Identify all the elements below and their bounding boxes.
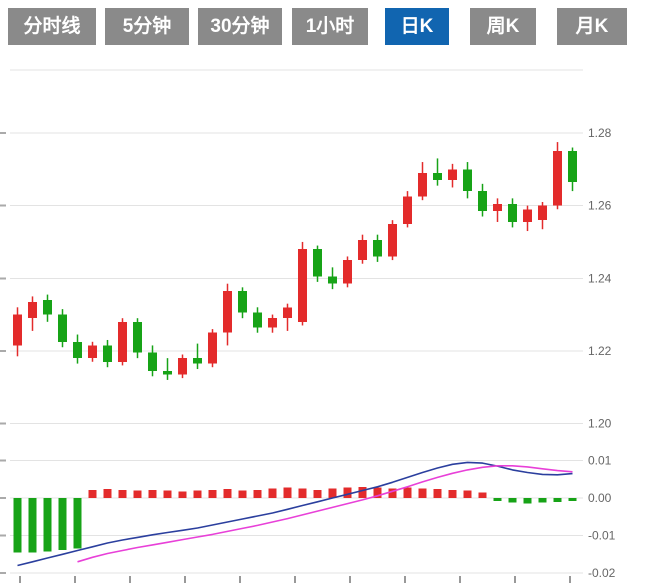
candle-body <box>313 249 322 277</box>
macd-histogram-bar <box>373 487 382 498</box>
candle-body <box>28 301 37 319</box>
macd-histogram-bar <box>178 491 187 498</box>
candle-body <box>43 300 52 315</box>
macd-histogram-bar <box>343 487 352 498</box>
candle-body <box>148 352 157 371</box>
macd-histogram-bar <box>493 498 502 501</box>
macd-histogram-bar <box>13 498 22 553</box>
tab-weekly-k[interactable]: 周K <box>470 8 536 45</box>
macd-histogram-bar <box>313 489 322 498</box>
candle-body <box>433 172 442 181</box>
candle-body <box>463 169 472 192</box>
macd-histogram-bar <box>73 498 82 549</box>
macd-histogram-bar <box>523 498 532 504</box>
candle-body <box>403 196 412 224</box>
macd-histogram-bar <box>148 489 157 498</box>
candle-body <box>178 358 187 375</box>
macd-histogram-bar <box>433 489 442 498</box>
macd-histogram-bar <box>208 489 217 498</box>
macd-histogram-bar <box>58 498 67 551</box>
tab-daily-k[interactable]: 日K <box>385 8 449 45</box>
macd-histogram-bar <box>103 489 112 498</box>
candle-body <box>13 314 22 346</box>
period-tabs: 分时线 5分钟 30分钟 1小时 日K 周K 月K <box>0 0 645 52</box>
macd-histogram-bar <box>283 487 292 498</box>
candle-body <box>523 209 532 222</box>
price-axis-label: 1.28 <box>588 126 612 140</box>
candle-body <box>238 290 247 313</box>
macd-histogram-bar <box>418 488 427 498</box>
tab-30min[interactable]: 30分钟 <box>198 8 282 45</box>
candle-body <box>253 312 262 328</box>
candle-body <box>208 332 217 364</box>
macd-histogram-bar <box>118 489 127 498</box>
indicator-axis-label: -0.01 <box>588 529 616 543</box>
macd-histogram-bar <box>508 498 517 503</box>
macd-histogram-bar <box>568 498 577 501</box>
candle-body <box>133 321 142 353</box>
indicator-axis-label: 0.01 <box>588 454 612 468</box>
candle-body <box>358 240 367 261</box>
price-axis-label: 1.20 <box>588 417 612 431</box>
macd-histogram-bar <box>328 488 337 498</box>
macd-histogram-bar <box>28 498 37 553</box>
candle-body <box>508 203 517 222</box>
macd-histogram-bar <box>88 489 97 498</box>
macd-histogram-bar <box>403 487 412 498</box>
macd-histogram-bar <box>448 489 457 498</box>
candle-body <box>88 345 97 359</box>
indicator-axis-label: 0.00 <box>588 491 612 505</box>
candle-body <box>538 205 547 221</box>
kline-chart-area[interactable]: 1.28 1.26 1.24 1.22 1.20 0.01 0.00 -0.01 -0.02 <box>0 52 645 583</box>
macd-dea-line <box>77 465 573 563</box>
price-axis-label: 1.26 <box>588 199 612 213</box>
macd-histogram-bar <box>478 492 487 498</box>
tab-monthly-k[interactable]: 月K <box>557 8 627 45</box>
candle-body <box>568 151 577 183</box>
price-axis-label: 1.24 <box>588 271 612 285</box>
macd-histogram-bar <box>163 490 172 498</box>
candle-body <box>268 318 277 328</box>
kline-chart-svg[interactable]: 1.28 1.26 1.24 1.22 1.20 0.01 0.00 -0.01 -0.02 <box>0 52 645 583</box>
candle-body <box>418 172 427 197</box>
macd-histogram-bar <box>268 488 277 498</box>
candle-body <box>223 290 232 333</box>
candle-body <box>73 341 82 359</box>
macd-dif-line <box>17 461 573 567</box>
macd-histogram-bar <box>298 488 307 498</box>
candle-body <box>373 240 382 257</box>
candle-body <box>388 223 397 257</box>
price-axis-label: 1.22 <box>588 344 612 358</box>
tab-1hour[interactable]: 1小时 <box>292 8 368 45</box>
candle-body <box>118 321 127 362</box>
candle-body <box>298 249 307 322</box>
candle-body <box>103 345 112 362</box>
candle-body <box>553 151 562 206</box>
candle-body <box>163 370 172 375</box>
macd-histogram-bar <box>193 490 202 498</box>
macd-histogram-bar <box>388 488 397 498</box>
candle-body <box>448 169 457 181</box>
tab-time-share-line[interactable]: 分时线 <box>8 8 96 45</box>
macd-histogram-bar <box>223 489 232 498</box>
macd-histogram-bar <box>538 498 547 503</box>
macd-histogram-bar <box>358 486 367 498</box>
candle-body <box>493 203 502 212</box>
macd-histogram-bar <box>43 498 52 552</box>
macd-histogram-bar <box>253 489 262 498</box>
macd-histogram-bar <box>238 490 247 498</box>
macd-histogram-bar <box>553 498 562 502</box>
indicator-axis-label: -0.02 <box>588 566 616 580</box>
candle-body <box>328 276 337 284</box>
macd-histogram-bar <box>133 490 142 498</box>
tab-5min[interactable]: 5分钟 <box>105 8 189 45</box>
macd-histogram-bar <box>463 490 472 498</box>
candle-body <box>193 358 202 364</box>
candle-body <box>58 314 67 342</box>
candle-body <box>283 307 292 319</box>
candle-body <box>478 191 487 212</box>
candle-body <box>343 260 352 284</box>
